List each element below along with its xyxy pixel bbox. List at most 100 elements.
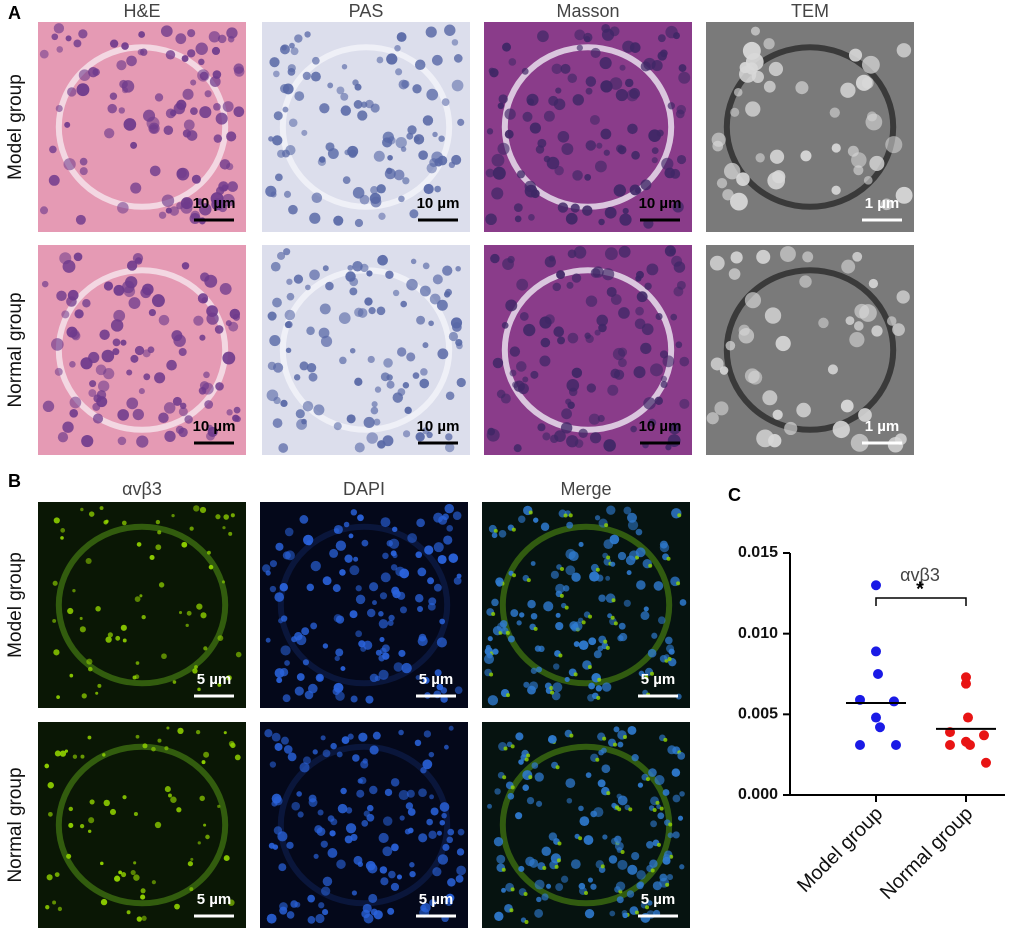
cell <box>636 870 646 880</box>
data-point <box>875 722 885 733</box>
cell <box>307 916 316 924</box>
cell <box>87 735 92 740</box>
cell <box>432 131 438 138</box>
cell <box>509 908 514 913</box>
cell <box>67 289 79 301</box>
cell <box>671 768 681 777</box>
cell <box>534 908 544 918</box>
cell <box>418 788 427 797</box>
cell <box>767 171 786 190</box>
cell <box>337 803 348 814</box>
cell <box>675 341 683 349</box>
cell <box>554 864 559 869</box>
cell <box>301 418 307 425</box>
cell <box>363 810 370 817</box>
cell <box>551 63 563 75</box>
cell <box>399 606 407 614</box>
image-background <box>482 502 690 708</box>
cell <box>79 157 88 166</box>
cell <box>135 734 140 739</box>
cell <box>60 536 64 540</box>
cell <box>89 799 95 805</box>
cell <box>132 408 144 421</box>
cell <box>141 915 147 921</box>
cell <box>360 101 368 108</box>
cell <box>602 834 608 840</box>
cell <box>53 649 60 656</box>
cell <box>361 820 369 827</box>
cell <box>344 554 353 563</box>
cell <box>636 291 648 303</box>
cell <box>602 268 615 281</box>
cell <box>369 582 379 592</box>
cell <box>590 47 601 58</box>
cell <box>540 522 550 531</box>
cell <box>425 26 437 38</box>
data-point <box>871 580 881 591</box>
cell <box>676 154 687 165</box>
cell <box>378 619 389 629</box>
cell <box>201 760 206 765</box>
cell <box>382 435 394 447</box>
cell <box>141 283 154 296</box>
cell <box>491 598 499 607</box>
cell <box>637 782 644 788</box>
cell <box>567 401 575 409</box>
cell <box>372 600 377 606</box>
cell <box>319 303 331 315</box>
cell <box>454 686 463 695</box>
cell <box>121 520 127 526</box>
cell <box>398 790 409 801</box>
cell <box>497 142 510 155</box>
cell <box>654 396 664 406</box>
cell <box>434 185 441 193</box>
cell <box>277 251 286 260</box>
cell <box>164 786 171 793</box>
cell <box>657 812 665 820</box>
cell <box>400 300 407 308</box>
cell <box>456 573 462 579</box>
cell <box>550 570 559 579</box>
cell <box>161 194 175 207</box>
cell <box>350 695 358 703</box>
cell <box>418 833 428 843</box>
cell <box>67 87 77 97</box>
cell <box>516 278 529 291</box>
cell <box>392 526 398 533</box>
cell <box>536 896 542 903</box>
cell <box>269 57 280 68</box>
cell <box>136 542 142 547</box>
cell <box>614 835 622 844</box>
cell <box>391 843 399 852</box>
cell <box>512 573 517 578</box>
cell <box>555 612 561 618</box>
cell <box>604 206 617 219</box>
cell <box>456 377 466 388</box>
cell <box>366 432 378 444</box>
cell <box>619 64 626 71</box>
cell <box>396 32 407 42</box>
panel-label: C <box>728 485 741 505</box>
cell <box>306 363 317 373</box>
cell <box>352 754 360 762</box>
cell <box>486 652 493 659</box>
cell <box>398 195 405 203</box>
cell <box>436 830 442 836</box>
cell <box>312 749 318 755</box>
cell <box>139 594 143 598</box>
cell <box>196 603 203 610</box>
cell <box>601 764 611 774</box>
cell <box>569 733 574 738</box>
cell <box>455 875 464 883</box>
cell <box>193 505 200 512</box>
cell <box>572 621 583 631</box>
cell <box>79 616 83 620</box>
cell <box>517 383 529 395</box>
cell <box>571 572 581 582</box>
cell <box>501 887 506 893</box>
cell <box>745 52 764 71</box>
cell <box>617 635 624 642</box>
cell <box>485 644 491 650</box>
cell <box>87 666 93 672</box>
cell <box>368 893 378 903</box>
